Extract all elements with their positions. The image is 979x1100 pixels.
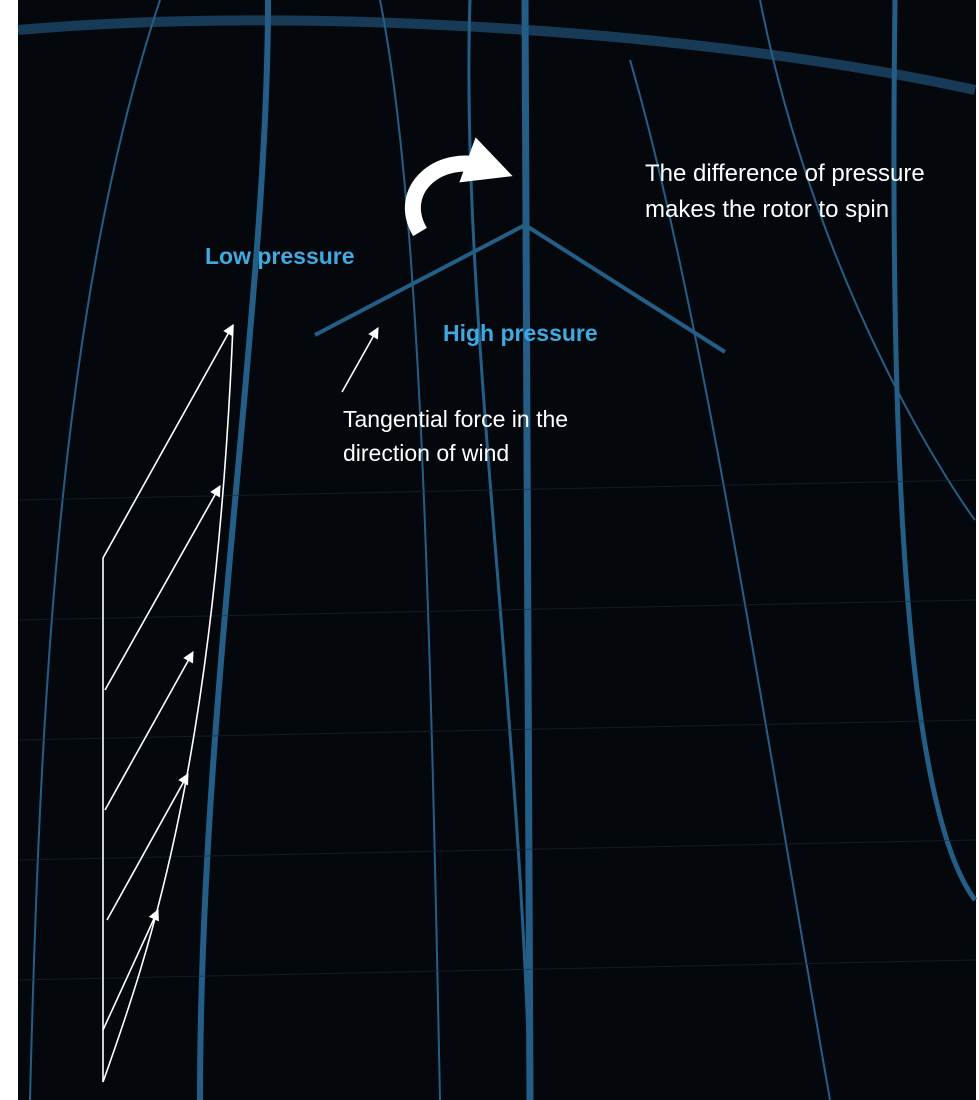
wind-profile [102,324,379,1083]
rotor-note: The difference of pressure makes the rot… [645,160,925,223]
turbine-lines [17,0,978,1100]
wind-arrow [104,485,221,691]
low-pressure-label: Low pressure [205,243,355,269]
wind-arrow [106,773,189,921]
profile-curve [102,324,234,1083]
wind-arrow [102,908,159,1031]
tangential-note: Tangential force in the direction of win… [343,406,569,466]
wind-arrow [102,324,234,559]
rotation-arrow [405,137,513,237]
high-pressure-label: High pressure [443,320,598,346]
wind-arrow [104,651,194,811]
horizon-lines [17,479,976,981]
tangential-arrow [341,327,379,393]
